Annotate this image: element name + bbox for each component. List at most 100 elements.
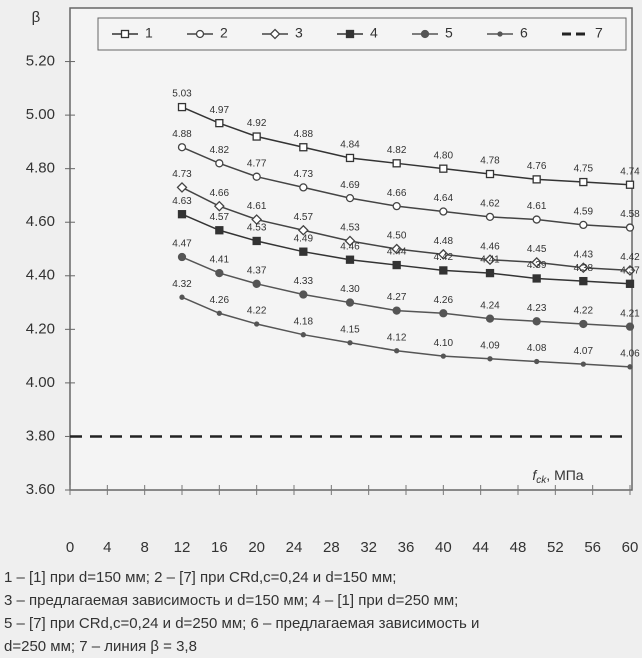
marker — [579, 319, 588, 329]
x-axis-label: fck, МПа — [532, 467, 583, 486]
data-label: 4.73 — [294, 169, 314, 180]
data-label: 4.27 — [387, 292, 407, 303]
marker — [625, 223, 635, 232]
marker — [624, 265, 636, 276]
marker — [485, 268, 495, 278]
data-label: 4.74 — [620, 166, 640, 177]
y-tick-label: 4.40 — [26, 267, 55, 284]
x-axis-symbol: f — [532, 467, 538, 483]
marker — [179, 294, 185, 300]
marker — [215, 268, 224, 278]
marker — [485, 169, 495, 179]
marker — [215, 118, 224, 128]
data-label: 4.61 — [527, 201, 547, 212]
x-axis-subscript: ck — [536, 475, 547, 486]
data-label: 5.03 — [172, 89, 192, 100]
data-label: 4.73 — [172, 169, 192, 180]
data-label: 4.42 — [434, 252, 454, 263]
x-tick-label: 20 — [248, 539, 265, 556]
plot-frame — [69, 7, 633, 491]
marker — [345, 298, 355, 307]
data-label: 4.26 — [210, 295, 230, 306]
marker — [580, 361, 586, 367]
data-label: 4.75 — [574, 164, 594, 175]
marker — [254, 321, 260, 327]
data-label: 4.84 — [340, 140, 360, 151]
marker — [579, 177, 588, 187]
data-label: 4.21 — [620, 308, 640, 319]
caption-line: 5 – [7] при CRd,c=0,24 и d=250 мм; 6 – п… — [4, 615, 480, 632]
x-tick-label: 32 — [360, 539, 377, 556]
marker — [394, 348, 400, 354]
legend-marker — [195, 29, 205, 39]
marker — [532, 317, 541, 326]
marker — [215, 226, 224, 235]
caption-line: 3 – предлагаемая зависимость и d=150 мм;… — [4, 592, 459, 609]
data-label: 4.41 — [480, 255, 500, 266]
x-tick-label: 28 — [323, 539, 340, 556]
legend-label: 3 — [295, 25, 303, 41]
data-label: 4.44 — [387, 247, 407, 258]
data-label: 4.43 — [574, 249, 594, 260]
marker — [437, 248, 449, 260]
marker — [216, 310, 222, 316]
marker — [440, 353, 446, 359]
legend-marker — [120, 29, 130, 39]
data-label: 4.39 — [527, 260, 547, 271]
y-tick-label: 5.00 — [26, 106, 55, 123]
marker — [300, 332, 306, 338]
legend-marker — [420, 29, 430, 39]
data-label: 4.58 — [620, 209, 640, 220]
marker — [391, 243, 403, 255]
marker — [392, 159, 401, 168]
x-tick-label: 12 — [174, 539, 191, 556]
legend-label: 7 — [595, 25, 603, 41]
data-label: 4.09 — [480, 340, 500, 351]
marker — [484, 254, 496, 266]
marker — [299, 183, 308, 192]
marker — [297, 224, 309, 236]
data-label: 4.07 — [574, 346, 594, 357]
marker — [345, 193, 355, 203]
marker — [439, 207, 448, 216]
data-label: 4.47 — [172, 239, 192, 250]
data-label: 4.08 — [527, 343, 547, 354]
marker — [347, 340, 353, 346]
marker — [252, 236, 261, 246]
x-tick-label: 8 — [140, 539, 148, 556]
data-label: 4.22 — [574, 306, 594, 317]
marker — [252, 172, 261, 181]
data-label: 4.42 — [620, 252, 640, 263]
x-tick-label: 52 — [547, 539, 564, 556]
marker — [532, 274, 541, 283]
marker — [345, 255, 355, 264]
marker — [627, 364, 633, 370]
y-tick-label: 3.80 — [26, 427, 55, 444]
data-label: 4.92 — [247, 118, 267, 129]
data-label: 4.61 — [247, 201, 267, 212]
data-label: 4.82 — [387, 145, 407, 156]
data-label: 4.24 — [480, 300, 500, 311]
caption: 1 – [1] при d=150 мм; 2 – [7] при CRd,c=… — [4, 566, 479, 658]
x-tick-label: 48 — [510, 539, 527, 556]
marker — [299, 247, 308, 256]
chart: β fck, МПа 3.60 3.80 4.00 4.20 4.40 4.60 4.80 5… — [26, 7, 640, 556]
y-tick-label: 5.20 — [26, 53, 55, 70]
marker — [299, 290, 308, 299]
marker — [531, 256, 543, 268]
data-label: 4.23 — [527, 303, 547, 314]
data-label: 4.45 — [527, 244, 547, 255]
data-label: 4.77 — [247, 158, 267, 169]
data-label: 4.06 — [620, 348, 640, 359]
caption-line: 1 – [1] при d=150 мм; 2 – [7] при CRd,c=… — [4, 569, 397, 586]
y-axis-label: β — [32, 9, 41, 26]
y-tick-label: 4.80 — [26, 160, 55, 177]
data-label: 4.66 — [210, 188, 230, 199]
marker — [487, 356, 493, 362]
marker — [176, 181, 188, 193]
marker — [213, 200, 225, 212]
marker — [177, 252, 187, 262]
marker — [344, 235, 356, 247]
x-tick-label: 56 — [584, 539, 601, 556]
